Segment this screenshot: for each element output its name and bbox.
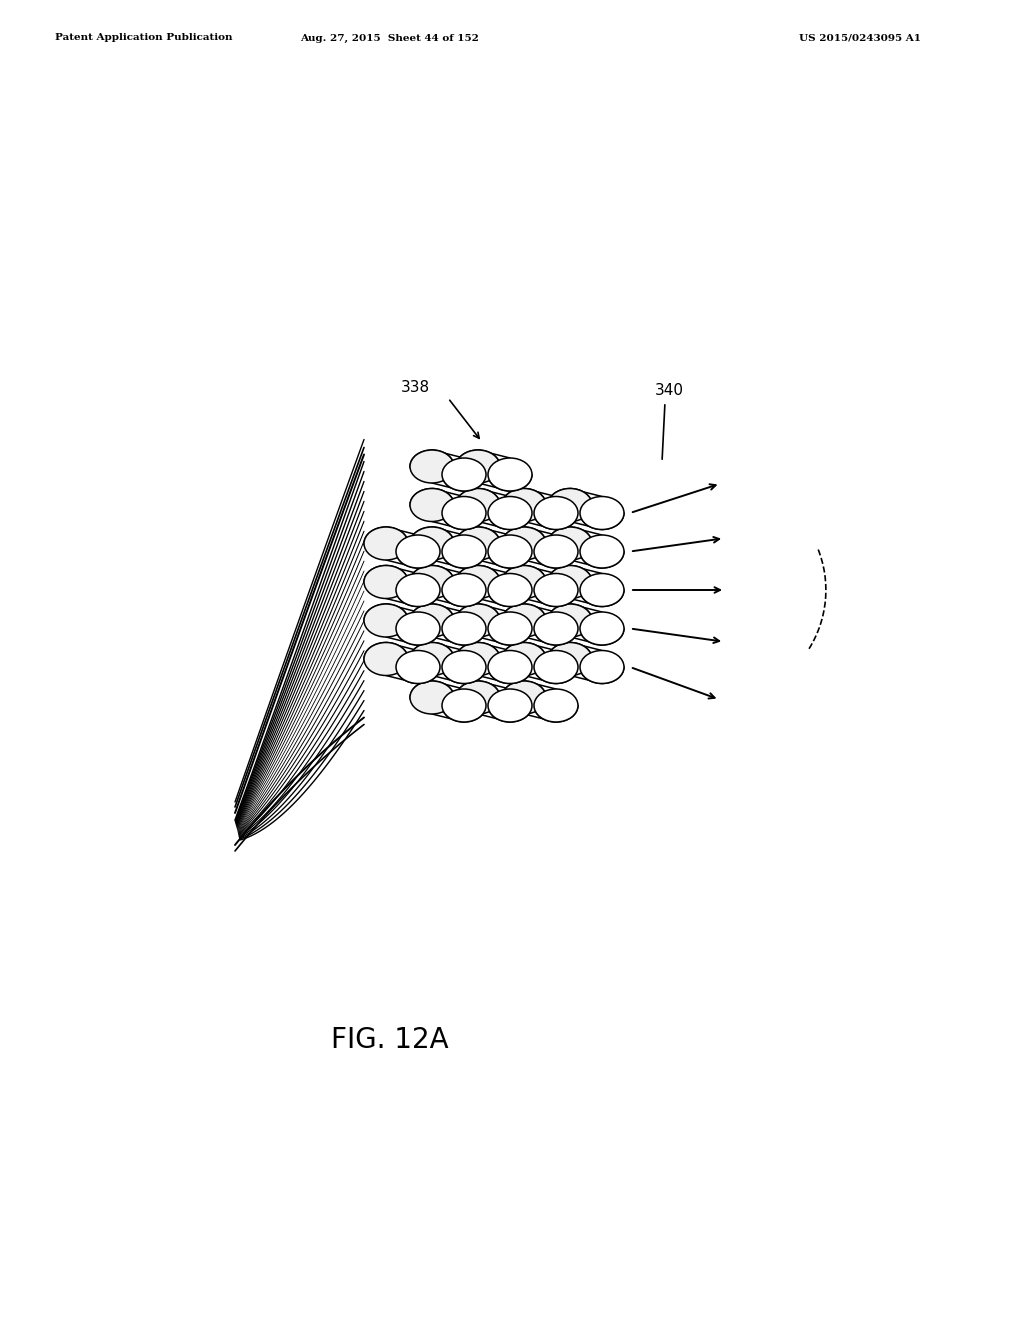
- Polygon shape: [364, 565, 440, 606]
- Polygon shape: [548, 605, 624, 645]
- Ellipse shape: [456, 681, 500, 714]
- Ellipse shape: [364, 605, 408, 638]
- Text: Patent Application Publication: Patent Application Publication: [55, 33, 232, 42]
- Ellipse shape: [488, 458, 532, 491]
- Ellipse shape: [580, 535, 624, 568]
- Ellipse shape: [534, 651, 578, 684]
- Polygon shape: [456, 681, 532, 722]
- Text: Aug. 27, 2015  Sheet 44 of 152: Aug. 27, 2015 Sheet 44 of 152: [301, 33, 479, 42]
- Ellipse shape: [488, 496, 532, 529]
- Ellipse shape: [534, 535, 578, 568]
- Ellipse shape: [580, 651, 624, 684]
- Ellipse shape: [534, 612, 578, 645]
- Polygon shape: [548, 565, 624, 606]
- Ellipse shape: [442, 612, 486, 645]
- Ellipse shape: [502, 527, 546, 560]
- Ellipse shape: [364, 643, 408, 676]
- Ellipse shape: [410, 681, 454, 714]
- Ellipse shape: [410, 605, 454, 638]
- Polygon shape: [410, 450, 486, 491]
- Ellipse shape: [456, 488, 500, 521]
- Ellipse shape: [488, 651, 532, 684]
- Polygon shape: [410, 488, 486, 529]
- Text: 338: 338: [400, 380, 430, 395]
- Polygon shape: [456, 643, 532, 684]
- Ellipse shape: [456, 565, 500, 598]
- Polygon shape: [502, 565, 578, 606]
- Polygon shape: [410, 527, 486, 568]
- Ellipse shape: [534, 496, 578, 529]
- Polygon shape: [456, 605, 532, 645]
- Text: 340: 340: [655, 383, 684, 399]
- Polygon shape: [410, 681, 486, 722]
- Ellipse shape: [502, 605, 546, 638]
- Polygon shape: [410, 643, 486, 684]
- Ellipse shape: [534, 689, 578, 722]
- Polygon shape: [456, 527, 532, 568]
- Ellipse shape: [580, 496, 624, 529]
- Ellipse shape: [548, 605, 592, 638]
- Ellipse shape: [502, 681, 546, 714]
- Ellipse shape: [442, 458, 486, 491]
- Ellipse shape: [488, 573, 532, 606]
- Ellipse shape: [488, 689, 532, 722]
- Ellipse shape: [456, 450, 500, 483]
- Polygon shape: [410, 565, 486, 606]
- Ellipse shape: [364, 527, 408, 560]
- Text: FIG. 12A: FIG. 12A: [331, 1026, 449, 1053]
- Ellipse shape: [442, 689, 486, 722]
- Ellipse shape: [442, 496, 486, 529]
- Polygon shape: [364, 605, 440, 645]
- Ellipse shape: [456, 527, 500, 560]
- Ellipse shape: [488, 612, 532, 645]
- Ellipse shape: [456, 605, 500, 638]
- Polygon shape: [502, 643, 578, 684]
- Ellipse shape: [442, 535, 486, 568]
- Ellipse shape: [534, 573, 578, 606]
- Ellipse shape: [502, 565, 546, 598]
- Ellipse shape: [442, 651, 486, 684]
- Polygon shape: [410, 605, 486, 645]
- Ellipse shape: [548, 565, 592, 598]
- Ellipse shape: [364, 565, 408, 598]
- Ellipse shape: [396, 573, 440, 606]
- Text: US 2015/0243095 A1: US 2015/0243095 A1: [799, 33, 921, 42]
- Ellipse shape: [410, 527, 454, 560]
- Ellipse shape: [580, 612, 624, 645]
- Polygon shape: [456, 565, 532, 606]
- Ellipse shape: [410, 565, 454, 598]
- Ellipse shape: [548, 488, 592, 521]
- Polygon shape: [548, 488, 624, 529]
- Ellipse shape: [396, 612, 440, 645]
- Polygon shape: [502, 488, 578, 529]
- Polygon shape: [502, 681, 578, 722]
- Polygon shape: [548, 527, 624, 568]
- Polygon shape: [548, 643, 624, 684]
- Ellipse shape: [502, 488, 546, 521]
- Ellipse shape: [502, 643, 546, 676]
- Polygon shape: [502, 527, 578, 568]
- Ellipse shape: [548, 643, 592, 676]
- Ellipse shape: [410, 643, 454, 676]
- Polygon shape: [502, 605, 578, 645]
- Polygon shape: [364, 643, 440, 684]
- Ellipse shape: [396, 535, 440, 568]
- Ellipse shape: [548, 527, 592, 560]
- Ellipse shape: [396, 651, 440, 684]
- Ellipse shape: [442, 573, 486, 606]
- Ellipse shape: [410, 450, 454, 483]
- Polygon shape: [456, 488, 532, 529]
- Polygon shape: [456, 450, 532, 491]
- Polygon shape: [364, 527, 440, 568]
- Ellipse shape: [488, 535, 532, 568]
- Ellipse shape: [456, 643, 500, 676]
- Ellipse shape: [580, 573, 624, 606]
- Ellipse shape: [410, 488, 454, 521]
